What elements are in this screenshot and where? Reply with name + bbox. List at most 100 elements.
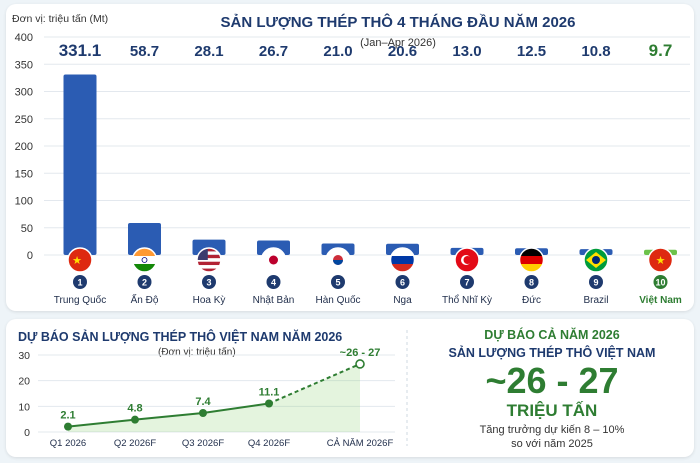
y-tick-label: 150 [15, 168, 33, 180]
category-label: Brazil [583, 295, 608, 306]
rank-number: 7 [464, 278, 469, 288]
chart-title: SẢN LƯỢNG THÉP THÔ 4 THÁNG ĐẦU NĂM 2026 [220, 13, 575, 31]
category-label: Nga [393, 295, 412, 306]
rank-number: 1 [77, 278, 82, 288]
rank-number: 8 [529, 278, 534, 288]
rank-number: 4 [271, 278, 276, 288]
rank-number: 3 [206, 278, 211, 288]
forecast-y-tick-label: 0 [24, 427, 30, 439]
forecast-point [355, 359, 365, 369]
bar-group: 12.5 Đức 8 [515, 43, 548, 306]
usa-flag-icon [196, 247, 222, 273]
y-tick-label: 350 [15, 59, 33, 71]
forecast-unit: TRIỆU TẤN [506, 401, 598, 420]
category-label: Ấn Độ [131, 293, 159, 306]
bottom-forecast-panel [6, 319, 694, 457]
bar-group: 58.7 Ấn Độ 2 [128, 43, 161, 306]
rank-badge [73, 275, 87, 289]
forecast-note-line2: so với năm 2025 [511, 438, 593, 450]
bar-group: 28.1 Hoa Kỳ 3 [192, 43, 226, 306]
rank-number: 9 [593, 278, 598, 288]
turkey-flag-icon [454, 247, 480, 273]
bar-value-label: 9.7 [649, 41, 673, 60]
forecast-point [64, 422, 72, 431]
category-label: Việt Nam [639, 295, 682, 306]
bar-group: 20.6 Nga 6 [386, 43, 419, 306]
y-tick-label: 50 [21, 223, 33, 235]
bar [128, 223, 161, 255]
germany-flag-icon [518, 247, 545, 273]
category-label: Trung Quốc [54, 294, 106, 306]
bar-group: 331.1 Trung Quốc ★ 1 [54, 41, 106, 306]
rank-badge [653, 275, 668, 289]
forecast-point [199, 409, 207, 418]
russia-flag-icon [389, 247, 416, 273]
rank-number: 6 [400, 278, 405, 288]
bar-value-label: 331.1 [59, 41, 102, 60]
category-label: Thổ Nhĩ Kỳ [442, 294, 492, 306]
rank-badge [460, 275, 474, 289]
rank-badge [137, 275, 152, 289]
south-korea-flag-icon [325, 247, 351, 273]
category-label: Nhật Bản [253, 295, 295, 306]
forecast-summary-box: DỰ BÁO CẢ NĂM 2026 SẢN LƯỢNG THÉP THÔ VI… [412, 325, 692, 453]
category-label: Hàn Quốc [315, 294, 360, 306]
forecast-value-label: 11.1 [259, 387, 280, 399]
y-axis-unit-label: Đơn vị: triệu tấn (Mt) [12, 13, 108, 25]
bar-value-label: 13.0 [452, 43, 481, 60]
forecast-heading: DỰ BÁO CẢ NĂM 2026 [484, 328, 620, 342]
bar-value-label: 58.7 [130, 43, 159, 60]
category-label: Đức [522, 295, 541, 306]
y-tick-label: 200 [15, 141, 33, 153]
rank-badge [589, 275, 603, 289]
forecast-category-label: CẢ NĂM 2026F [327, 437, 394, 449]
rank-number: 10 [655, 278, 665, 288]
rank-number: 2 [142, 278, 147, 288]
svg-text:★: ★ [72, 255, 82, 267]
forecast-y-tick-label: 10 [18, 401, 30, 413]
bar-group: 10.8 Brazil 9 [579, 43, 613, 306]
bar-group: 26.7 Nhật Bản 4 [253, 43, 295, 306]
forecast-point [131, 415, 139, 424]
india-flag-icon [131, 247, 158, 273]
bar-group: 9.7 Việt Nam ★ 10 [639, 41, 682, 306]
forecast-line-dashed [268, 363, 361, 405]
forecast-value-label: 4.8 [127, 403, 142, 415]
forecast-category-label: Q3 2026F [182, 438, 224, 449]
bar-value-label: 26.7 [259, 43, 288, 60]
forecast-category-label: Q4 2026F [248, 438, 290, 449]
rank-badge [524, 275, 539, 289]
category-label: Hoa Kỳ [193, 295, 226, 306]
forecast-chart-title: DỰ BÁO SẢN LƯỢNG THÉP THÔ VIỆT NAM NĂM 2… [18, 329, 342, 344]
forecast-value-label: 7.4 [195, 396, 211, 408]
rank-badge [202, 275, 216, 289]
japan-flag-icon [260, 247, 287, 273]
forecast-point [265, 399, 273, 408]
bar-value-label: 20.6 [388, 43, 417, 60]
bar-value-label: 28.1 [194, 43, 223, 60]
rank-number: 5 [335, 278, 340, 288]
bar-value-label: 21.0 [323, 43, 352, 60]
forecast-line-solid [67, 402, 270, 428]
y-tick-label: 100 [15, 196, 33, 208]
rank-badge [395, 275, 410, 289]
bar-value-label: 12.5 [517, 43, 546, 60]
bar-group: 13.0 Thổ Nhĩ Kỳ 7 [442, 43, 492, 306]
forecast-category-label: Q1 2026 [50, 438, 86, 449]
forecast-unit-label: (Đơn vị: triệu tấn) [158, 346, 236, 358]
forecast-big-value: ~26 - 27 [485, 360, 619, 401]
y-tick-label: 400 [15, 32, 33, 44]
forecast-subheading: SẢN LƯỢNG THÉP THÔ VIỆT NAM [448, 346, 656, 360]
bar-value-label: 10.8 [581, 43, 610, 60]
forecast-area-fill [68, 363, 360, 432]
vietnam-flag-icon: ★ [647, 247, 674, 273]
y-tick-label: 250 [15, 114, 33, 126]
y-tick-label: 300 [15, 87, 33, 99]
brazil-flag-icon [583, 247, 609, 273]
forecast-y-tick-label: 20 [18, 376, 30, 388]
china-flag-icon: ★ [67, 247, 93, 273]
forecast-value-label: 2.1 [60, 410, 75, 422]
bar [63, 74, 97, 255]
y-tick-label: 0 [27, 250, 33, 262]
